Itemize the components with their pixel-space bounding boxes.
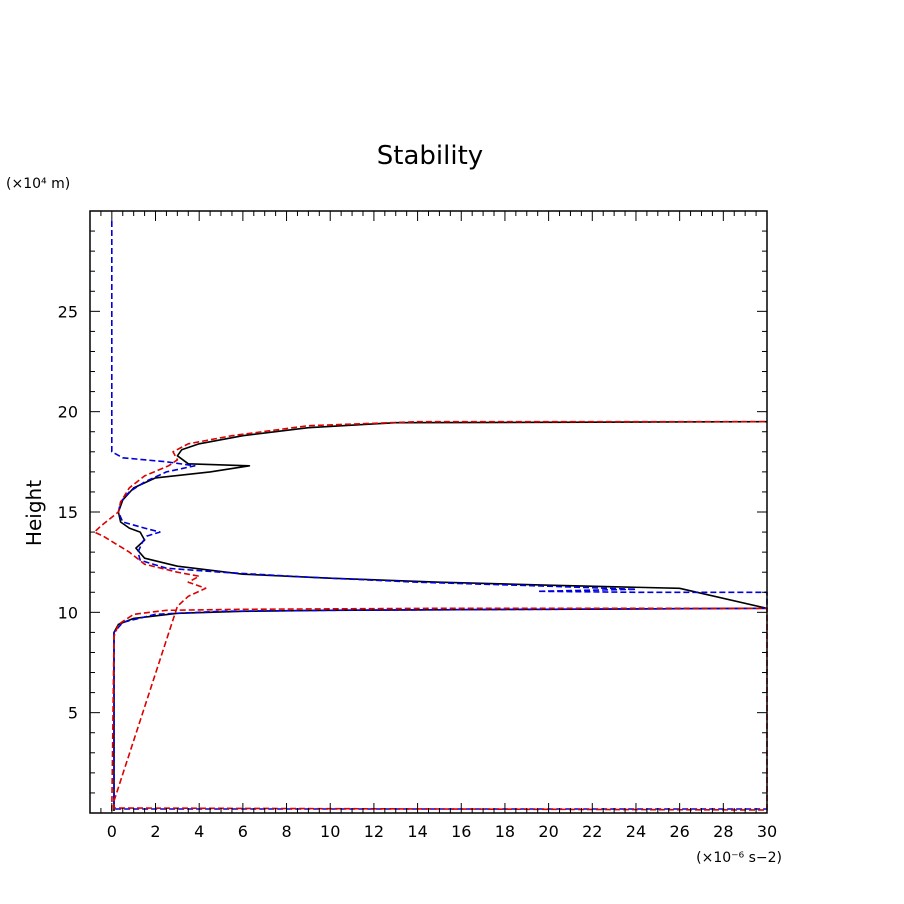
y-tick-label: 15	[58, 503, 78, 522]
x-tick-label: 18	[495, 822, 515, 841]
x-tick-label: 26	[669, 822, 689, 841]
x-tick-label: 22	[582, 822, 602, 841]
x-unit-label: (×10⁻⁶ s−2)	[696, 850, 782, 866]
x-tick-label: 24	[626, 822, 646, 841]
x-tick-label: 30	[757, 822, 777, 841]
series-line-1	[113, 420, 768, 811]
y-tick-label: 5	[68, 704, 78, 723]
x-tick-label: 2	[150, 822, 160, 841]
y-tick-label: 20	[58, 403, 78, 422]
x-tick-label: 4	[194, 822, 204, 841]
x-tick-label: 8	[281, 822, 291, 841]
y-axis-title: Height	[22, 480, 46, 546]
x-tick-label: 10	[320, 822, 340, 841]
x-tick-label: 12	[364, 822, 384, 841]
x-tick-label: 6	[238, 822, 248, 841]
chart-title: Stability	[377, 141, 483, 171]
x-tick-label: 0	[107, 822, 117, 841]
y-unit-label: (×10⁴ m)	[6, 176, 70, 192]
x-tick-label: 16	[451, 822, 471, 841]
series-line-3	[93, 420, 768, 812]
series-line-2	[111, 221, 768, 810]
series-layer	[93, 221, 768, 812]
plot-frame	[89, 210, 768, 814]
y-tick-label: 25	[58, 302, 78, 321]
x-tick-label: 28	[713, 822, 733, 841]
y-tick-label: 10	[58, 603, 78, 622]
x-tick-label: 14	[407, 822, 427, 841]
x-tick-label: 20	[538, 822, 558, 841]
